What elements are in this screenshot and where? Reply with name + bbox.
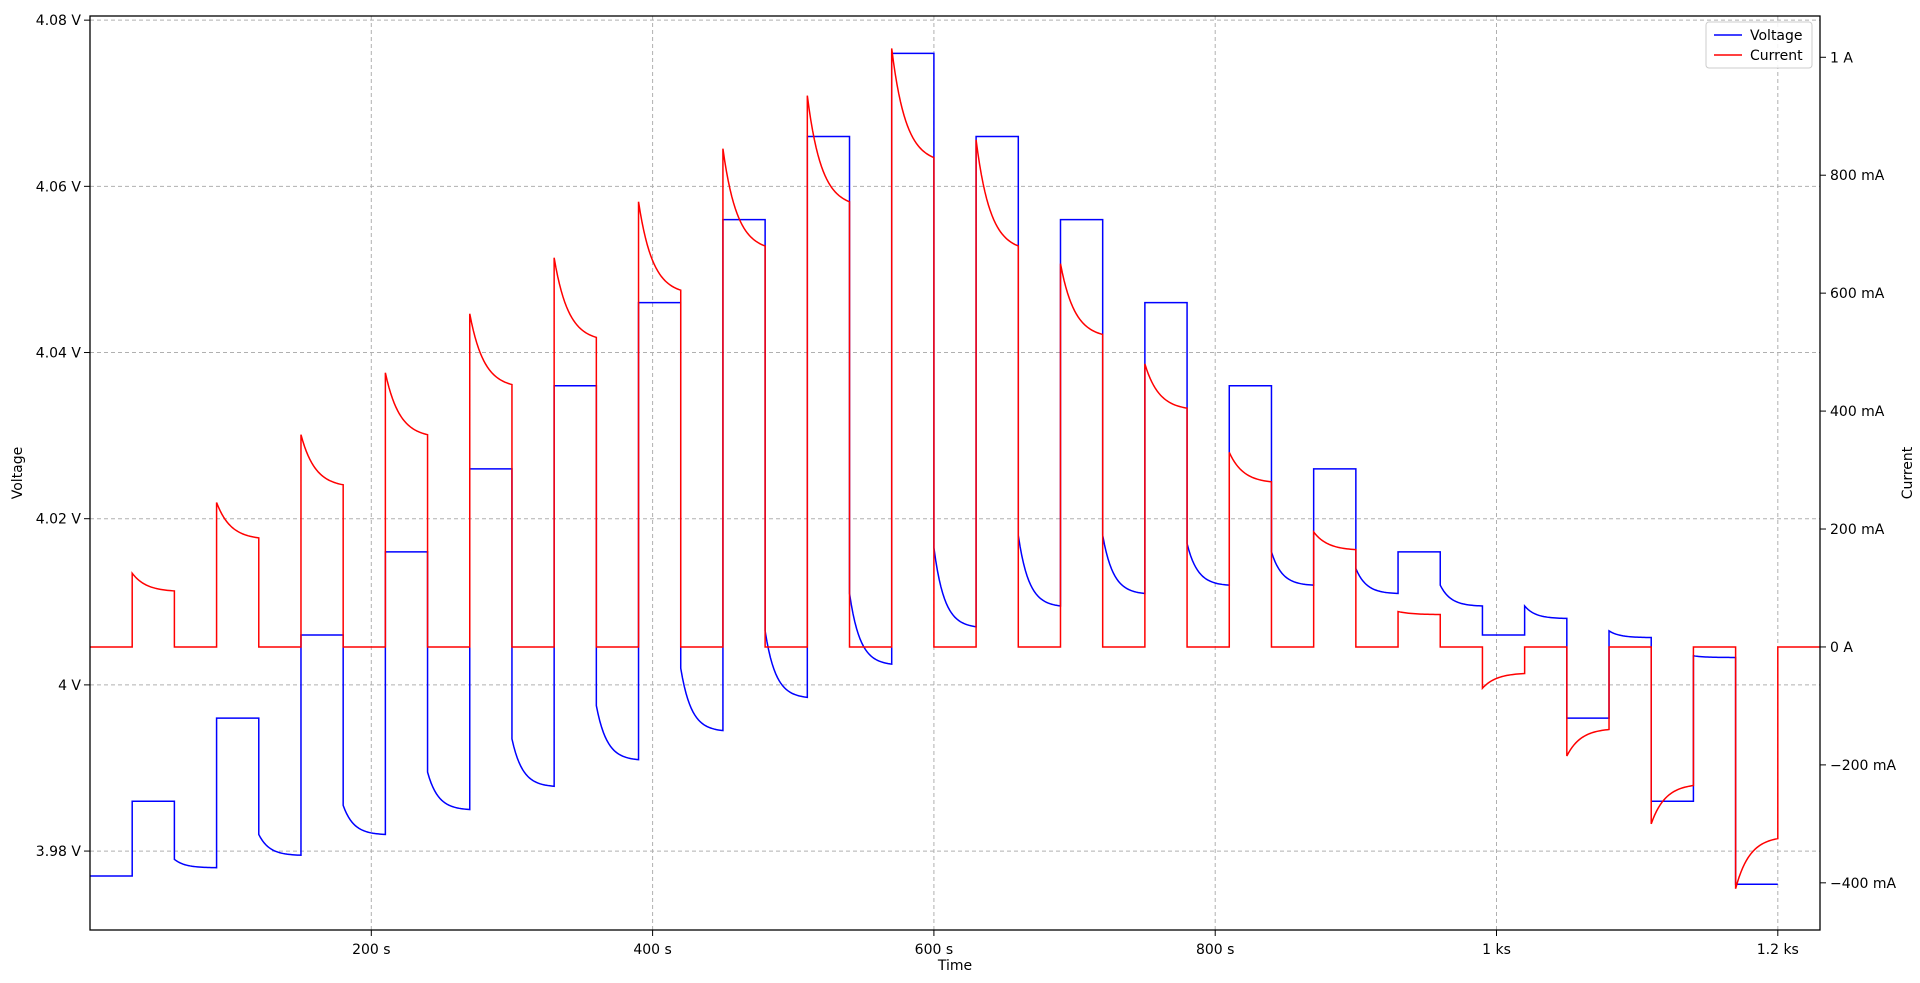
axes: 200 s 400 s 600 s 800 s 1 ks 1.2 ks 3.98 V 4 V 4… <box>36 13 1897 958</box>
y-axis-title: Voltage <box>10 447 26 500</box>
y2-tick-label-3: 200 mA <box>1830 522 1885 538</box>
y-tick-label-2: 4.02 V <box>36 512 82 528</box>
y-tick-label-4: 4.06 V <box>36 179 82 195</box>
legend-label-current: Current <box>1750 48 1803 64</box>
x-tick-label-1: 400 s <box>633 942 671 958</box>
y2-tick-label-2: 0 A <box>1830 640 1853 656</box>
y2-tick-label-1: −200 mA <box>1830 758 1897 774</box>
y2-tick-label-6: 800 mA <box>1830 168 1885 184</box>
x-tick-label-0: 200 s <box>352 942 390 958</box>
plot-series <box>90 48 1820 889</box>
y-tick-label-3: 4.04 V <box>36 346 82 362</box>
y-tick-label-1: 4 V <box>58 678 81 694</box>
y2-tick-label-4: 400 mA <box>1830 404 1885 420</box>
y2-tick-label-7: 1 A <box>1830 50 1853 66</box>
y2-tick-label-0: −400 mA <box>1830 876 1897 892</box>
x-tick-label-5: 1.2 ks <box>1757 942 1799 958</box>
y-tick-label-5: 4.08 V <box>36 13 82 29</box>
plot-frame <box>89 15 1821 931</box>
legend: Voltage Current <box>1705 21 1813 69</box>
x-tick-label-4: 1 ks <box>1482 942 1511 958</box>
legend-box <box>1705 21 1813 69</box>
x-axis-title: Time <box>937 958 972 974</box>
legend-label-voltage: Voltage <box>1750 28 1803 44</box>
y2-tick-label-5: 600 mA <box>1830 286 1885 302</box>
y-tick-label-0: 3.98 V <box>36 844 82 860</box>
x-tick-label-3: 800 s <box>1196 942 1234 958</box>
voltage-line <box>90 52 1778 886</box>
current-line <box>90 48 1820 889</box>
x-tick-label-2: 600 s <box>915 942 953 958</box>
y2-axis-title: Current <box>1900 446 1916 499</box>
